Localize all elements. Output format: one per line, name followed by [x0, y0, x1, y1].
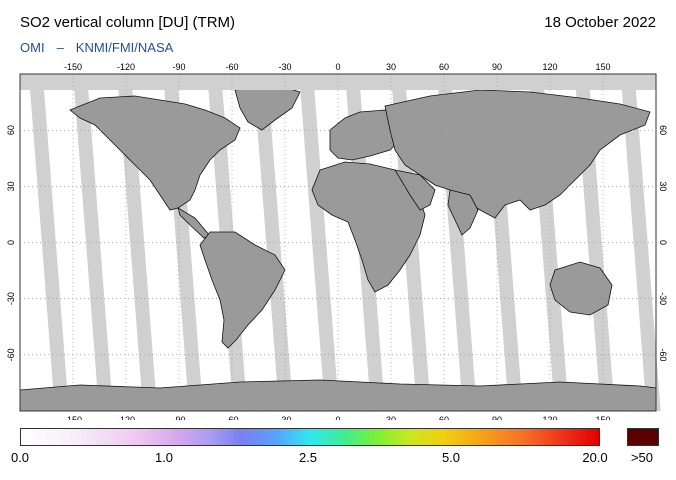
- lon-tick-label-bottom: -30: [278, 415, 291, 420]
- australia: [549, 261, 613, 316]
- lon-tick-label-bottom: -60: [225, 415, 238, 420]
- orbit-gap-swath: [253, 74, 294, 411]
- south-america: [199, 231, 286, 349]
- data-source: OMI – KNMI/FMI/NASA: [20, 40, 173, 55]
- orbit-gap-swath: [299, 74, 340, 411]
- asia: [384, 89, 651, 219]
- lat-tick-label-left: 60: [6, 125, 16, 135]
- source-institutes: KNMI/FMI/NASA: [75, 40, 174, 55]
- lon-tick-label-top: -90: [172, 62, 185, 72]
- source-separator: –: [56, 40, 64, 55]
- lon-tick-label-top: 60: [439, 62, 449, 72]
- graticule: [20, 74, 656, 411]
- lat-tick-label-left: 0: [6, 240, 16, 245]
- lat-tick-label-left: 30: [6, 181, 16, 191]
- lon-tick-label-bottom: -120: [117, 415, 135, 420]
- lat-tick-label-right: 30: [658, 181, 668, 191]
- lon-tick-label-bottom: 90: [492, 415, 502, 420]
- north-america: [69, 95, 241, 211]
- lat-tick-label-right: 60: [658, 125, 668, 135]
- lat-tick-label-left: -30: [6, 292, 16, 305]
- lat-tick-label-right: 0: [658, 240, 668, 245]
- lon-tick-label-bottom: -90: [172, 415, 185, 420]
- so2-world-map: -150 -150 -120 -120 -90 -90 -60 -60 -30 -30 0 0 30 30…: [6, 62, 668, 420]
- lon-tick-label-top: -60: [225, 62, 238, 72]
- land-masses: [19, 85, 657, 412]
- plot-title: SO2 vertical column [DU] (TRM): [20, 14, 236, 31]
- lon-tick-label-bottom: 150: [595, 415, 610, 420]
- date-label: 18 October 2022: [544, 14, 656, 31]
- colorbar-label-3: 5.0: [441, 450, 461, 465]
- colorbar-overflow-swatch: [627, 428, 659, 446]
- lon-tick-label-bottom: 0: [335, 415, 340, 420]
- lon-tick-label-top: -150: [64, 62, 82, 72]
- map-frame: [19, 73, 657, 412]
- source-instrument: OMI: [20, 40, 45, 55]
- lat-tick-label-left: -60: [6, 348, 16, 361]
- orbit-gap-swath: [73, 74, 113, 411]
- orbit-gap-swath: [117, 74, 158, 411]
- lat-tick-label-right: -60: [658, 348, 668, 361]
- lon-tick-label-top: 0: [335, 62, 340, 72]
- lon-tick-label-top: -120: [117, 62, 135, 72]
- colorbar-label-5: >50: [630, 450, 654, 465]
- lon-tick-label-top: 150: [595, 62, 610, 72]
- lon-tick-label-top: 120: [542, 62, 557, 72]
- colorbar-gradient: [20, 428, 600, 446]
- lat-tick-label-right: -30: [658, 292, 668, 305]
- lon-tick-label-bottom: 60: [439, 415, 449, 420]
- lon-tick-label-bottom: -150: [64, 415, 82, 420]
- lon-tick-label-top: -30: [278, 62, 291, 72]
- lon-tick-label-top: 30: [386, 62, 396, 72]
- colorbar-label-0: 0.0: [10, 450, 30, 465]
- india: [447, 189, 479, 236]
- colorbar-label-4: 20.0: [582, 450, 608, 465]
- colorbar-label-1: 1.0: [154, 450, 174, 465]
- lon-tick-label-top: 90: [492, 62, 502, 72]
- lon-tick-label-bottom: 30: [386, 415, 396, 420]
- lon-tick-label-bottom: 120: [542, 415, 557, 420]
- arabia: [394, 169, 436, 211]
- colorbar-label-2: 2.5: [298, 450, 318, 465]
